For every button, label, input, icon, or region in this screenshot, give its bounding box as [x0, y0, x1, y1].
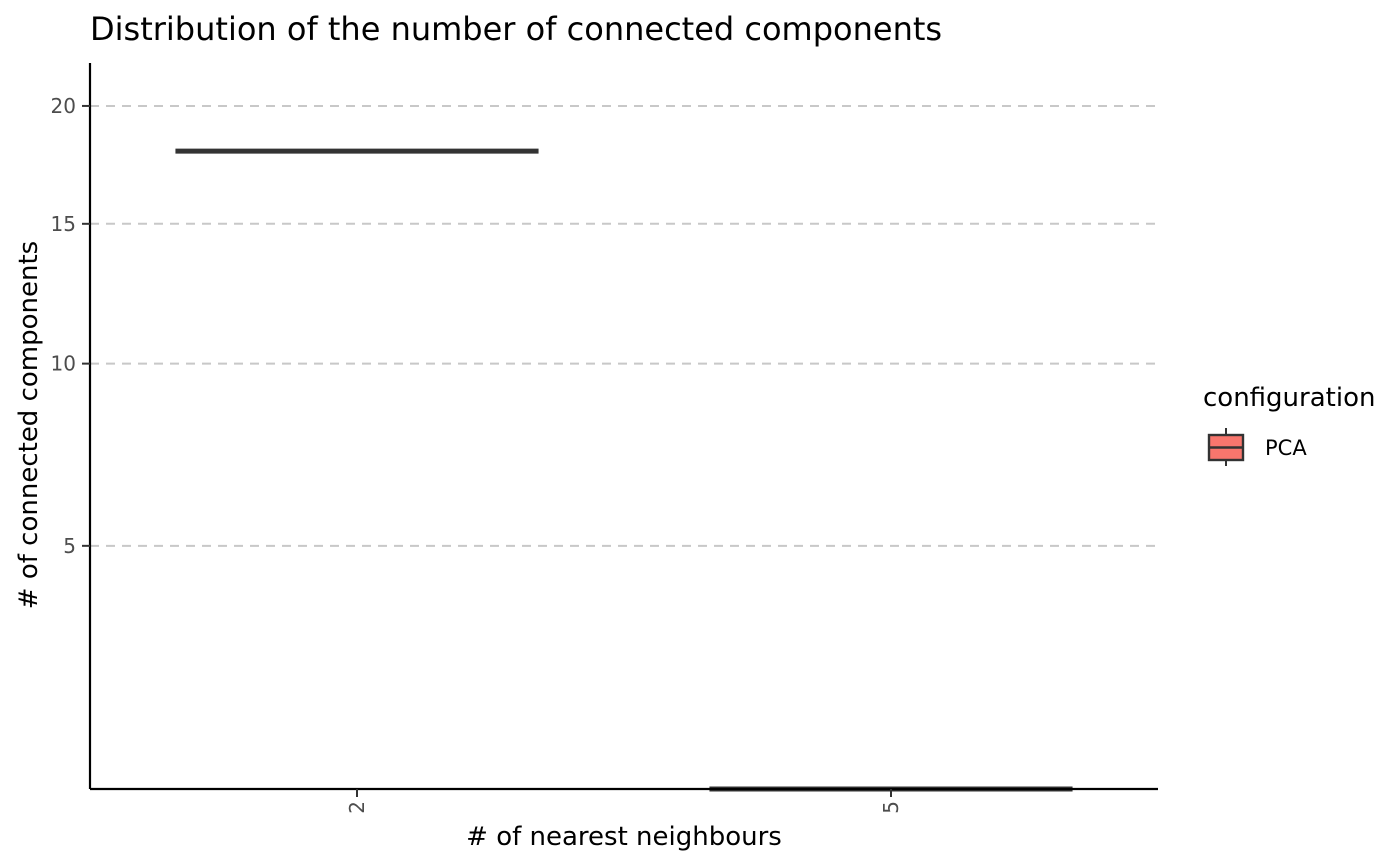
- legend-label-pca: PCA: [1265, 436, 1307, 460]
- x-axis-title: # of nearest neighbours: [466, 822, 782, 852]
- y-tick-label-20: 20: [51, 94, 76, 118]
- y-tick-label-15: 15: [51, 212, 76, 236]
- grid: [90, 104, 1158, 547]
- chart-title: Distribution of the number of connected …: [90, 10, 942, 48]
- legend-title: configuration: [1203, 383, 1375, 413]
- x-tick-label-2: 2: [345, 801, 369, 814]
- y-axis-title: # of connected components: [14, 241, 44, 609]
- y-axis-ticks: 5 10 15 20: [51, 94, 90, 558]
- y-tick-label-5: 5: [63, 534, 76, 558]
- x-tick-label-5: 5: [879, 801, 903, 814]
- legend-key-pca: [1207, 428, 1245, 466]
- boxplot-marks: [175, 148, 1073, 792]
- legend: configuration PCA: [1203, 383, 1375, 466]
- y-tick-label-10: 10: [51, 352, 76, 376]
